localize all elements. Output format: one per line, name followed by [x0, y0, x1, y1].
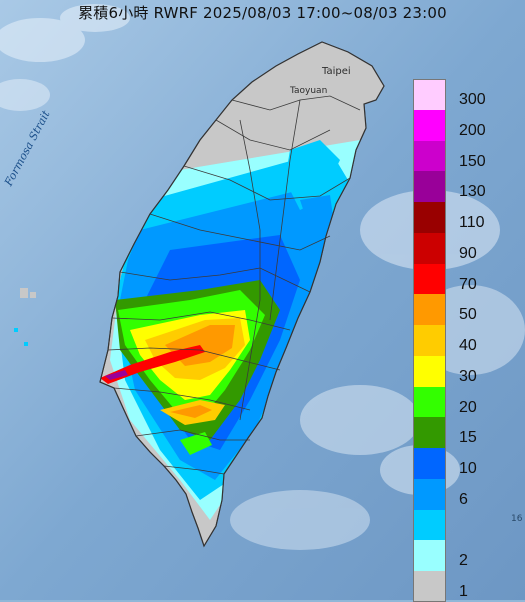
legend-label: 300	[459, 91, 486, 108]
legend-swatch	[413, 171, 446, 202]
legend-label: 90	[459, 244, 477, 262]
legend-swatch	[413, 478, 446, 510]
legend-swatch	[413, 232, 446, 264]
legend-swatch	[413, 263, 446, 295]
legend-label: 15	[459, 429, 477, 447]
map-title: 累積6小時 RWRF 2025/08/03 17:00~08/03 23:00	[78, 4, 447, 22]
legend-label: 150	[459, 152, 486, 170]
legend-label: 130	[459, 183, 486, 201]
place-label-taoyuan: Taoyuan	[290, 86, 328, 96]
legend-swatch	[413, 509, 446, 541]
legend-swatch	[413, 79, 446, 110]
legend-label: 50	[459, 306, 477, 324]
rainfall-legend: 300 200 150 130 110 90 70 50 40 30 20 15 10 6 2 1	[413, 79, 523, 602]
legend-label: 10	[459, 460, 477, 477]
legend-label: 200	[459, 121, 486, 139]
legend-swatch	[413, 325, 446, 356]
corner-mark: 16	[511, 514, 523, 524]
legend-label: 40	[459, 337, 477, 354]
legend-swatch	[413, 540, 446, 571]
legend-swatch	[413, 355, 446, 387]
legend-swatch	[413, 294, 446, 325]
legend-swatch	[413, 202, 446, 233]
legend-swatch	[413, 571, 446, 602]
legend-swatch	[413, 417, 446, 448]
penghu-islands	[14, 288, 36, 346]
legend-label: 1	[459, 583, 468, 600]
county-boundaries	[107, 95, 361, 475]
legend-label: 20	[459, 398, 477, 416]
legend-swatch	[413, 140, 446, 172]
legend-label: 110	[459, 214, 485, 231]
legend-swatch	[413, 448, 446, 479]
legend-label: 70	[459, 275, 477, 293]
legend-label: 30	[459, 367, 477, 385]
legend-label: 2	[459, 552, 468, 570]
legend-swatch	[413, 386, 446, 418]
legend-label: 6	[459, 490, 468, 508]
place-label-taipei: Taipei	[322, 66, 351, 77]
legend-swatch	[413, 109, 446, 141]
